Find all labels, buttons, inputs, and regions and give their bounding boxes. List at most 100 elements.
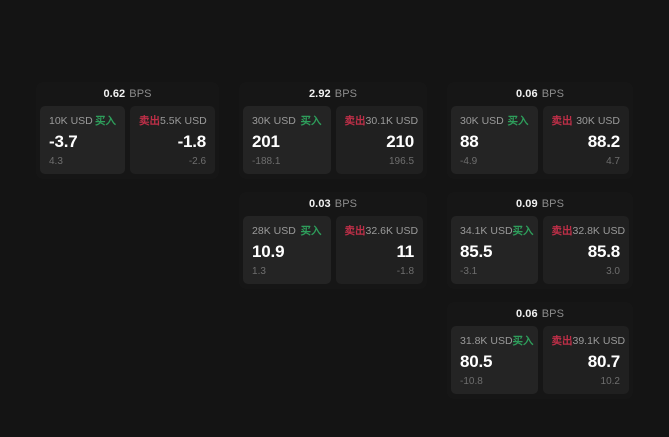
sell-size-label: 39.1K USD bbox=[572, 334, 626, 347]
sell-action-label: 卖出 bbox=[139, 115, 161, 127]
sell-delta: -1.8 bbox=[396, 266, 415, 277]
sell-action-label: 卖出 bbox=[344, 115, 366, 127]
column-right: 0.06 BPS 30K USD 买入 88 -4.9 卖出 bbox=[447, 82, 633, 399]
buy-price: 80.5 bbox=[460, 352, 493, 371]
sell-side[interactable]: 卖出 30K USD 88.2 4.7 bbox=[542, 106, 629, 174]
buy-size-label: 10K USD bbox=[49, 114, 93, 127]
sell-action-label: 卖出 bbox=[551, 335, 573, 347]
buy-delta: 4.3 bbox=[49, 156, 63, 167]
card-header: 0.09 BPS bbox=[447, 192, 633, 216]
bps-value: 0.06 bbox=[515, 88, 538, 100]
buy-side[interactable]: 30K USD 买入 88 -4.9 bbox=[451, 106, 538, 174]
bps-value: 0.62 bbox=[103, 88, 126, 100]
bps-unit-label: BPS bbox=[541, 198, 565, 210]
sell-action-label: 卖出 bbox=[551, 225, 573, 237]
buy-side-header: 30K USD 买入 bbox=[460, 114, 529, 128]
buy-delta: -188.1 bbox=[252, 156, 281, 167]
quote-board: 0.62 BPS 10K USD 买入 -3.7 4.3 卖出 bbox=[36, 82, 633, 399]
sell-side[interactable]: 卖出 39.1K USD 80.7 10.2 bbox=[542, 326, 629, 394]
buy-side[interactable]: 31.8K USD 买入 80.5 -10.8 bbox=[451, 326, 538, 394]
buy-side-header: 10K USD 买入 bbox=[49, 114, 117, 128]
sell-price: 11 bbox=[396, 242, 415, 261]
sell-size-label: 32.6K USD bbox=[365, 224, 419, 237]
sell-price: 80.7 bbox=[587, 352, 620, 371]
sell-action-label: 卖出 bbox=[344, 225, 366, 237]
sell-size-label: 5.5K USD bbox=[160, 114, 207, 127]
buy-delta: 1.3 bbox=[252, 266, 266, 277]
buy-price: 85.5 bbox=[460, 242, 493, 261]
sell-size-label: 30K USD bbox=[576, 114, 620, 127]
column-left: 0.62 BPS 10K USD 买入 -3.7 4.3 卖出 bbox=[36, 82, 220, 179]
buy-price: 88 bbox=[460, 132, 479, 151]
buy-action-label: 买入 bbox=[507, 115, 529, 127]
sell-side[interactable]: 卖出 5.5K USD -1.8 -2.6 bbox=[130, 106, 216, 174]
sell-size-label: 30.1K USD bbox=[365, 114, 419, 127]
quote-card[interactable]: 0.03 BPS 28K USD 买入 10.9 1.3 卖出 bbox=[239, 192, 427, 289]
buy-size-label: 28K USD bbox=[252, 224, 296, 237]
bps-value: 0.03 bbox=[308, 198, 331, 210]
buy-side[interactable]: 10K USD 买入 -3.7 4.3 bbox=[40, 106, 126, 174]
buy-price: 10.9 bbox=[252, 242, 285, 261]
card-sides: 30K USD 买入 88 -4.9 卖出 30K USD 88.2 4.7 bbox=[447, 106, 633, 174]
sell-action-label: 卖出 bbox=[551, 115, 573, 127]
buy-side-header: 28K USD 买入 bbox=[252, 224, 321, 238]
buy-side[interactable]: 28K USD 买入 10.9 1.3 bbox=[243, 216, 331, 284]
bps-unit-label: BPS bbox=[334, 198, 358, 210]
sell-side[interactable]: 卖出 32.6K USD 11 -1.8 bbox=[335, 216, 424, 284]
buy-size-label: 34.1K USD bbox=[460, 224, 513, 237]
sell-side-header: 卖出 32.8K USD bbox=[551, 224, 626, 238]
column-middle: 2.92 BPS 30K USD 买入 201 -188.1 卖出 bbox=[239, 82, 427, 289]
sell-side[interactable]: 卖出 32.8K USD 85.8 3.0 bbox=[542, 216, 629, 284]
buy-action-label: 买入 bbox=[95, 115, 117, 127]
card-sides: 10K USD 买入 -3.7 4.3 卖出 5.5K USD -1.8 -2.… bbox=[36, 106, 219, 174]
quote-card[interactable]: 0.06 BPS 31.8K USD 买入 80.5 -10.8 卖 bbox=[447, 302, 633, 399]
buy-action-label: 买入 bbox=[512, 335, 534, 347]
bps-unit-label: BPS bbox=[334, 88, 358, 100]
card-sides: 30K USD 买入 201 -188.1 卖出 30.1K USD 210 1… bbox=[239, 106, 427, 174]
buy-side-header: 31.8K USD 买入 bbox=[460, 334, 534, 348]
card-header: 0.06 BPS bbox=[447, 82, 633, 106]
bps-unit-label: BPS bbox=[541, 88, 565, 100]
quote-card[interactable]: 0.62 BPS 10K USD 买入 -3.7 4.3 卖出 bbox=[36, 82, 220, 179]
buy-delta: -3.1 bbox=[460, 266, 478, 277]
buy-side-header: 30K USD 买入 bbox=[252, 114, 322, 128]
sell-side-header: 卖出 30K USD bbox=[551, 114, 621, 128]
sell-side-header: 卖出 39.1K USD bbox=[551, 334, 626, 348]
card-header: 0.62 BPS bbox=[36, 82, 219, 106]
buy-side-header: 34.1K USD 买入 bbox=[460, 224, 534, 238]
card-header: 0.03 BPS bbox=[239, 192, 427, 216]
sell-delta: 3.0 bbox=[606, 266, 620, 277]
sell-price: -1.8 bbox=[177, 132, 207, 151]
buy-delta: -10.8 bbox=[460, 376, 483, 387]
buy-side[interactable]: 34.1K USD 买入 85.5 -3.1 bbox=[451, 216, 538, 284]
sell-side-header: 卖出 32.6K USD bbox=[344, 224, 419, 238]
buy-size-label: 30K USD bbox=[460, 114, 504, 127]
sell-delta: 4.7 bbox=[606, 156, 620, 167]
sell-side-header: 卖出 5.5K USD bbox=[139, 114, 207, 128]
buy-price: -3.7 bbox=[49, 132, 78, 151]
bps-value: 0.09 bbox=[515, 198, 538, 210]
card-sides: 28K USD 买入 10.9 1.3 卖出 32.6K USD 11 -1.8 bbox=[239, 216, 427, 284]
sell-side-header: 卖出 30.1K USD bbox=[344, 114, 419, 128]
quote-card[interactable]: 0.09 BPS 34.1K USD 买入 85.5 -3.1 卖出 bbox=[447, 192, 633, 289]
bps-value: 2.92 bbox=[308, 88, 331, 100]
quote-card[interactable]: 2.92 BPS 30K USD 买入 201 -188.1 卖出 bbox=[239, 82, 427, 179]
sell-price: 85.8 bbox=[587, 242, 620, 261]
buy-size-label: 31.8K USD bbox=[460, 334, 513, 347]
bps-unit-label: BPS bbox=[129, 88, 152, 100]
buy-size-label: 30K USD bbox=[252, 114, 296, 127]
sell-side[interactable]: 卖出 30.1K USD 210 196.5 bbox=[335, 106, 424, 174]
buy-price: 201 bbox=[252, 132, 280, 151]
card-sides: 31.8K USD 买入 80.5 -10.8 卖出 39.1K USD 80.… bbox=[447, 326, 633, 394]
sell-price: 88.2 bbox=[587, 132, 620, 151]
buy-side[interactable]: 30K USD 买入 201 -188.1 bbox=[243, 106, 331, 174]
card-sides: 34.1K USD 买入 85.5 -3.1 卖出 32.8K USD 85.8… bbox=[447, 216, 633, 284]
sell-delta: -2.6 bbox=[188, 156, 207, 167]
buy-action-label: 买入 bbox=[300, 115, 322, 127]
bps-value: 0.06 bbox=[515, 308, 538, 320]
card-header: 2.92 BPS bbox=[239, 82, 427, 106]
sell-size-label: 32.8K USD bbox=[572, 224, 626, 237]
card-header: 0.06 BPS bbox=[447, 302, 633, 326]
quote-card[interactable]: 0.06 BPS 30K USD 买入 88 -4.9 卖出 bbox=[447, 82, 633, 179]
sell-delta: 196.5 bbox=[388, 156, 415, 167]
